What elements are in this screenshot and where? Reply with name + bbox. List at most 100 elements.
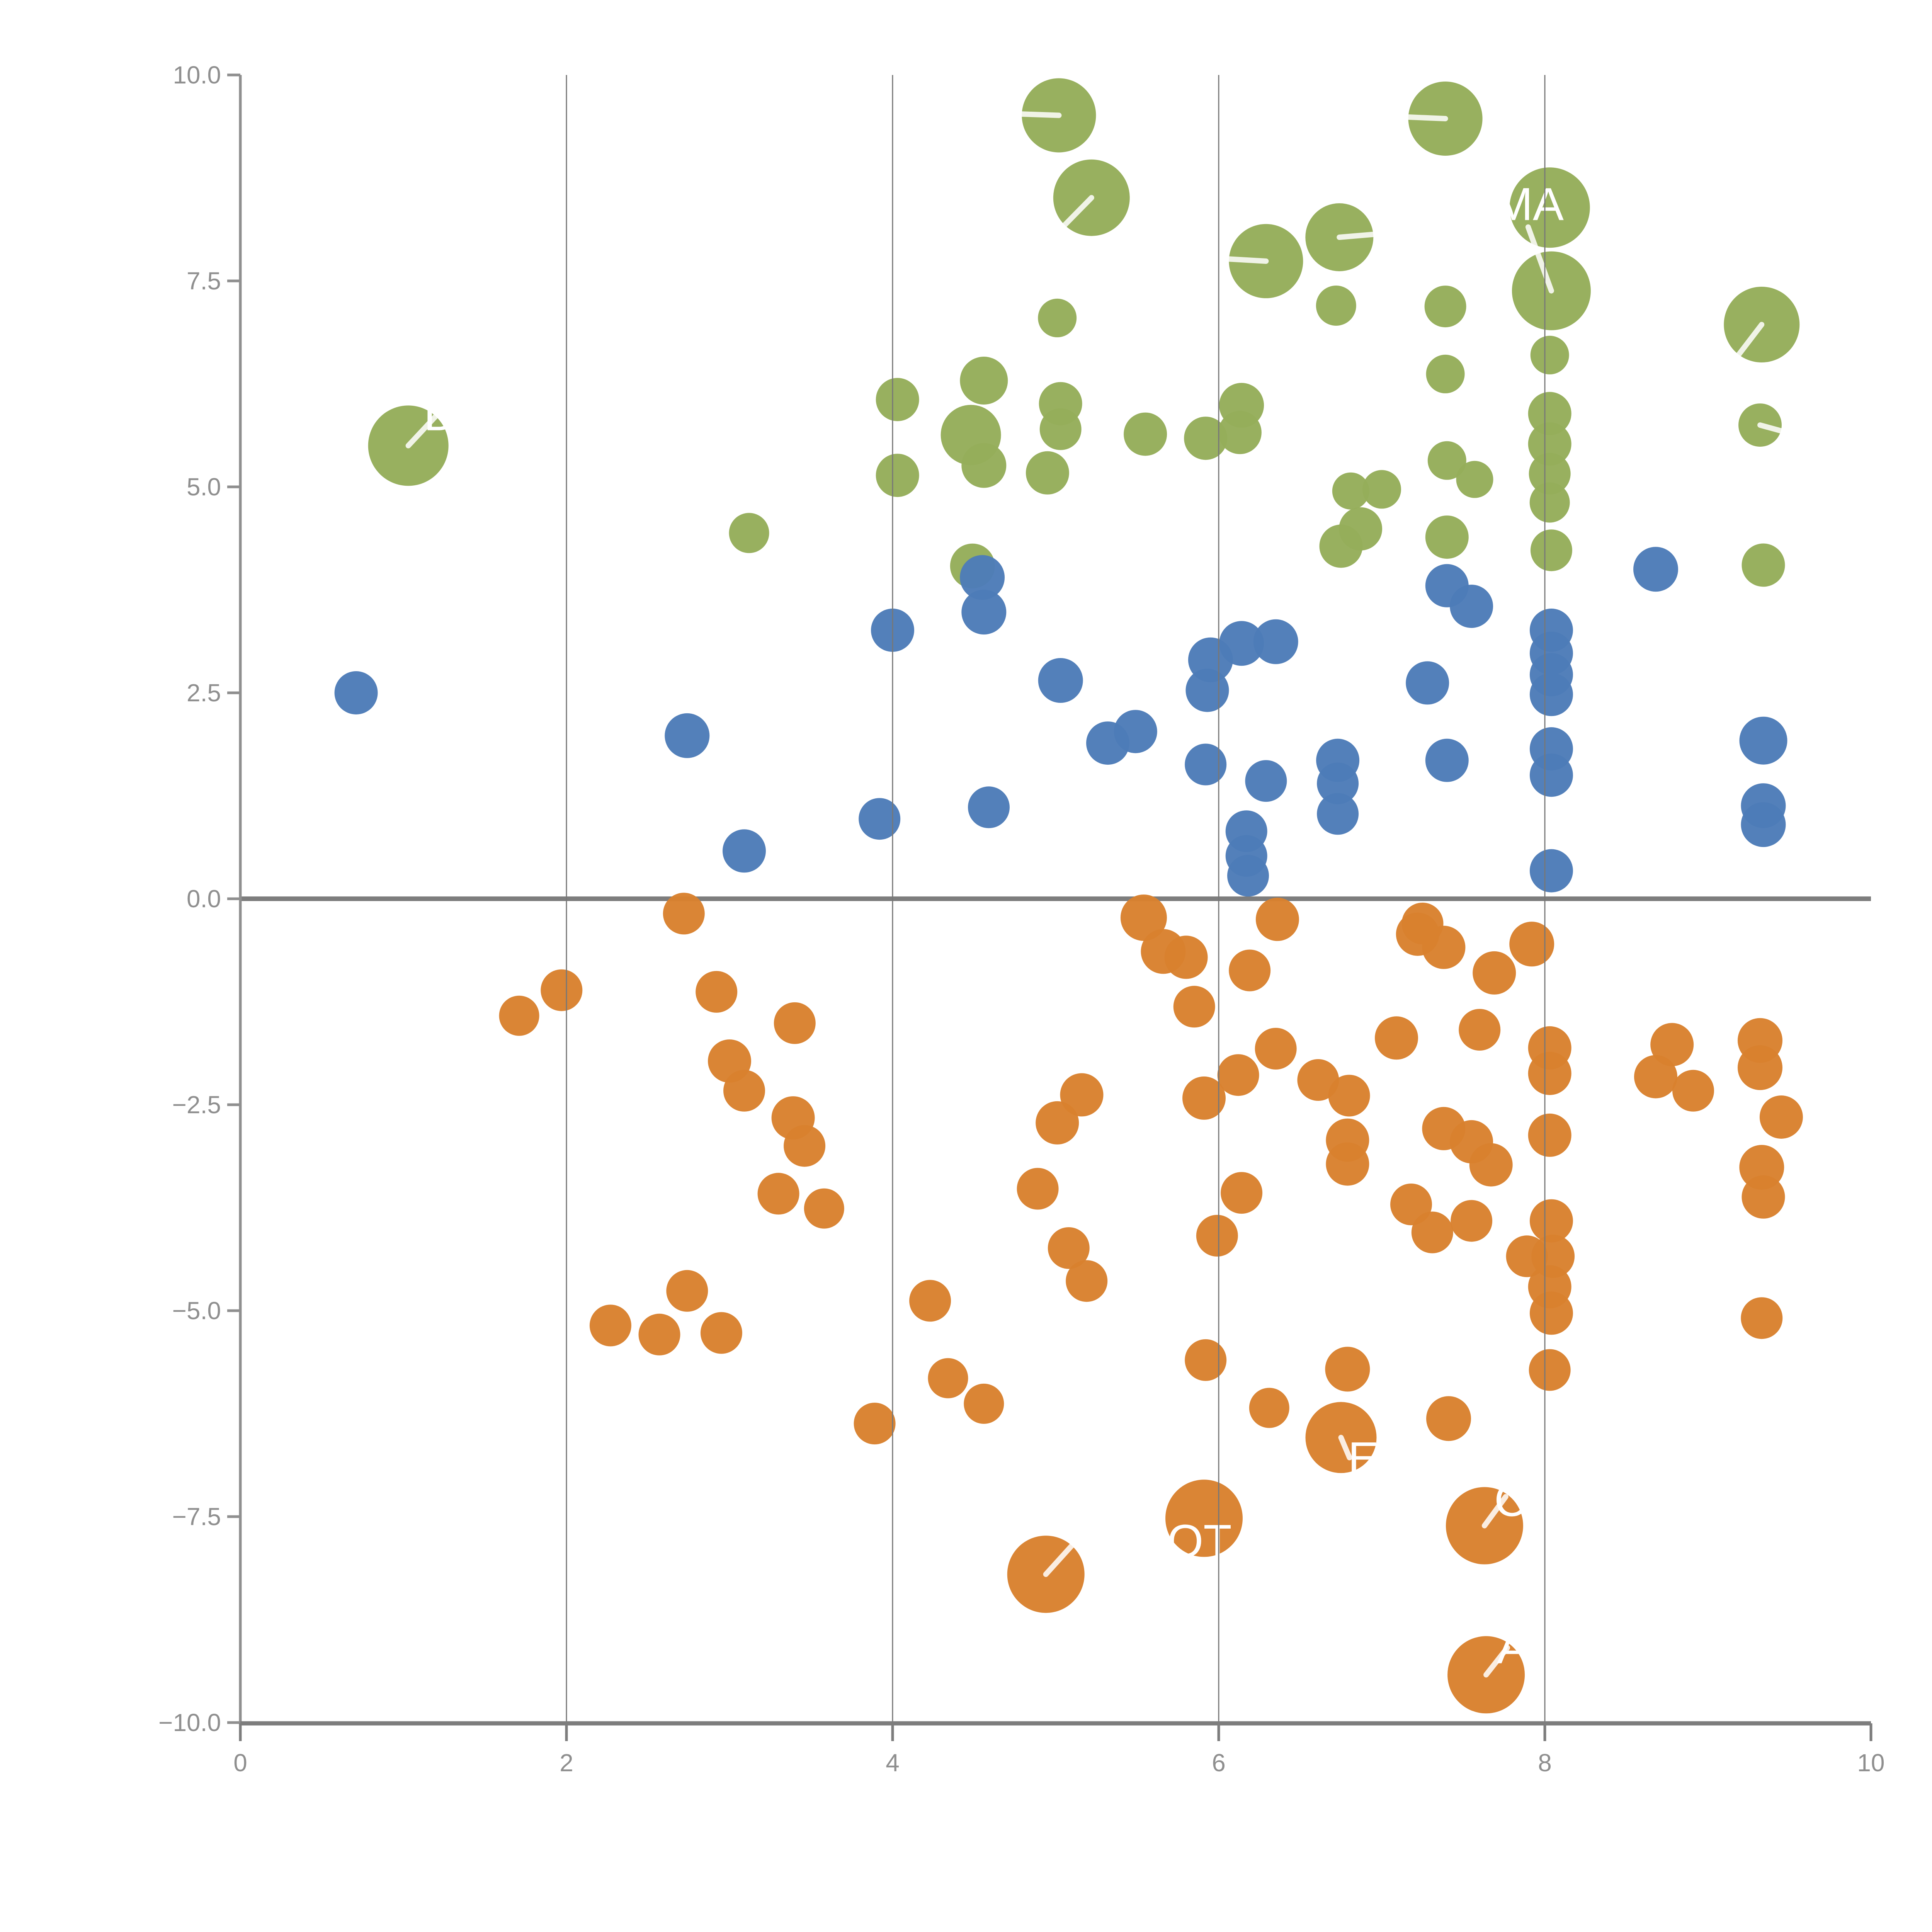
data-point [960,357,1008,405]
annotation-label: ROT [1134,1515,1231,1567]
data-point [1529,452,1571,495]
data-point [1317,793,1359,835]
x-tick-label: 4 [886,1749,900,1777]
data-point [1038,298,1077,337]
data-point [774,1002,816,1044]
x-tick-label: 0 [233,1749,247,1777]
y-tick-label: 10.0 [173,61,221,89]
x-tick-label: 8 [1538,1749,1552,1777]
data-point [859,798,901,840]
data-point [1529,673,1573,716]
data-point [1120,895,1167,941]
data-point [1227,855,1269,897]
data-point [1742,543,1785,587]
data-point [854,1403,896,1445]
data-point [334,671,378,714]
data-point [1634,1055,1677,1099]
data-point [1325,1347,1370,1392]
data-point [1217,1054,1259,1096]
data-point [784,1125,826,1167]
data-point [1529,482,1570,523]
data-point [1036,1101,1079,1145]
x-tick-label: 2 [560,1749,573,1777]
data-point [1509,922,1554,967]
data-point [1124,412,1167,456]
data-point [1738,1045,1782,1090]
data-point [1425,738,1469,782]
data-point [1529,753,1573,797]
data-point [1316,286,1356,326]
annotation-leader-line [1481,1494,1509,1529]
data-point [729,513,769,553]
data-point [1529,1199,1573,1243]
data-point [1426,1396,1471,1441]
data-point [1326,1142,1369,1186]
data-point [1529,1349,1571,1391]
data-point [638,1313,680,1355]
data-point [1450,585,1493,628]
data-point [1633,547,1678,592]
data-point [1184,417,1228,460]
data-point [1427,441,1466,480]
data-point [1060,1073,1104,1117]
data-point [1182,1076,1226,1120]
data-point [1459,1009,1501,1051]
data-point [1411,1211,1453,1253]
annotation-label: C [1494,1474,1528,1526]
data-point [757,1173,799,1215]
data-point [1253,619,1298,664]
data-point [723,829,766,873]
data-point [1339,507,1383,551]
data-point [1255,1028,1297,1070]
data-point [1328,1075,1370,1117]
data-point [1529,1291,1573,1335]
data-point [589,1304,631,1347]
data-point [1529,849,1573,893]
data-point [1426,354,1465,393]
annotation-leader-line [1209,255,1269,264]
data-point [1229,949,1271,992]
annotation-leader-line [1000,111,1062,118]
axes-group: 10.0 7.5 5.0 2.5 0.0 −2.5 −5.0 −7.5 −10.0 0 2 4 6 8 10 [158,61,1885,1777]
data-point [1196,1215,1238,1257]
annotation-leader-line [1757,422,1819,444]
y-tick-label: 0.0 [187,885,221,913]
annotation-label: D [424,388,457,440]
data-point [1114,710,1157,753]
data-point [876,378,919,421]
data-point [909,1280,951,1322]
data-point [1742,1175,1785,1219]
data-point [1048,1227,1090,1269]
data-point [1528,1052,1571,1095]
data-point [1739,716,1787,765]
annotation-leader-line [1043,1531,1085,1577]
data-point [663,893,705,935]
y-tick-label: 7.5 [187,267,221,295]
data-point [1317,762,1359,804]
data-point [1219,621,1264,666]
data-point [1473,951,1516,995]
data-point [1245,760,1287,802]
data-point [960,555,1005,600]
data-point [666,1270,708,1312]
data-point [499,995,539,1036]
data-point [1406,661,1449,705]
series-orange [499,893,1803,1714]
data-point [1528,422,1571,466]
data-point [1528,1113,1571,1157]
data-point [1375,1016,1418,1060]
data-point [1164,935,1208,979]
x-tick-label: 10 [1857,1749,1884,1777]
data-point [1218,411,1262,454]
annotation-label: A [1497,1621,1528,1673]
data-point [1332,472,1369,510]
data-point [1425,515,1469,559]
data-point [1424,286,1466,328]
y-tick-label: 2.5 [187,679,221,707]
annotation-leader-line [1388,113,1448,121]
annotation-leader-line [405,414,438,449]
data-point [1173,986,1215,1028]
data-point [1530,335,1569,374]
data-point [961,590,1007,635]
